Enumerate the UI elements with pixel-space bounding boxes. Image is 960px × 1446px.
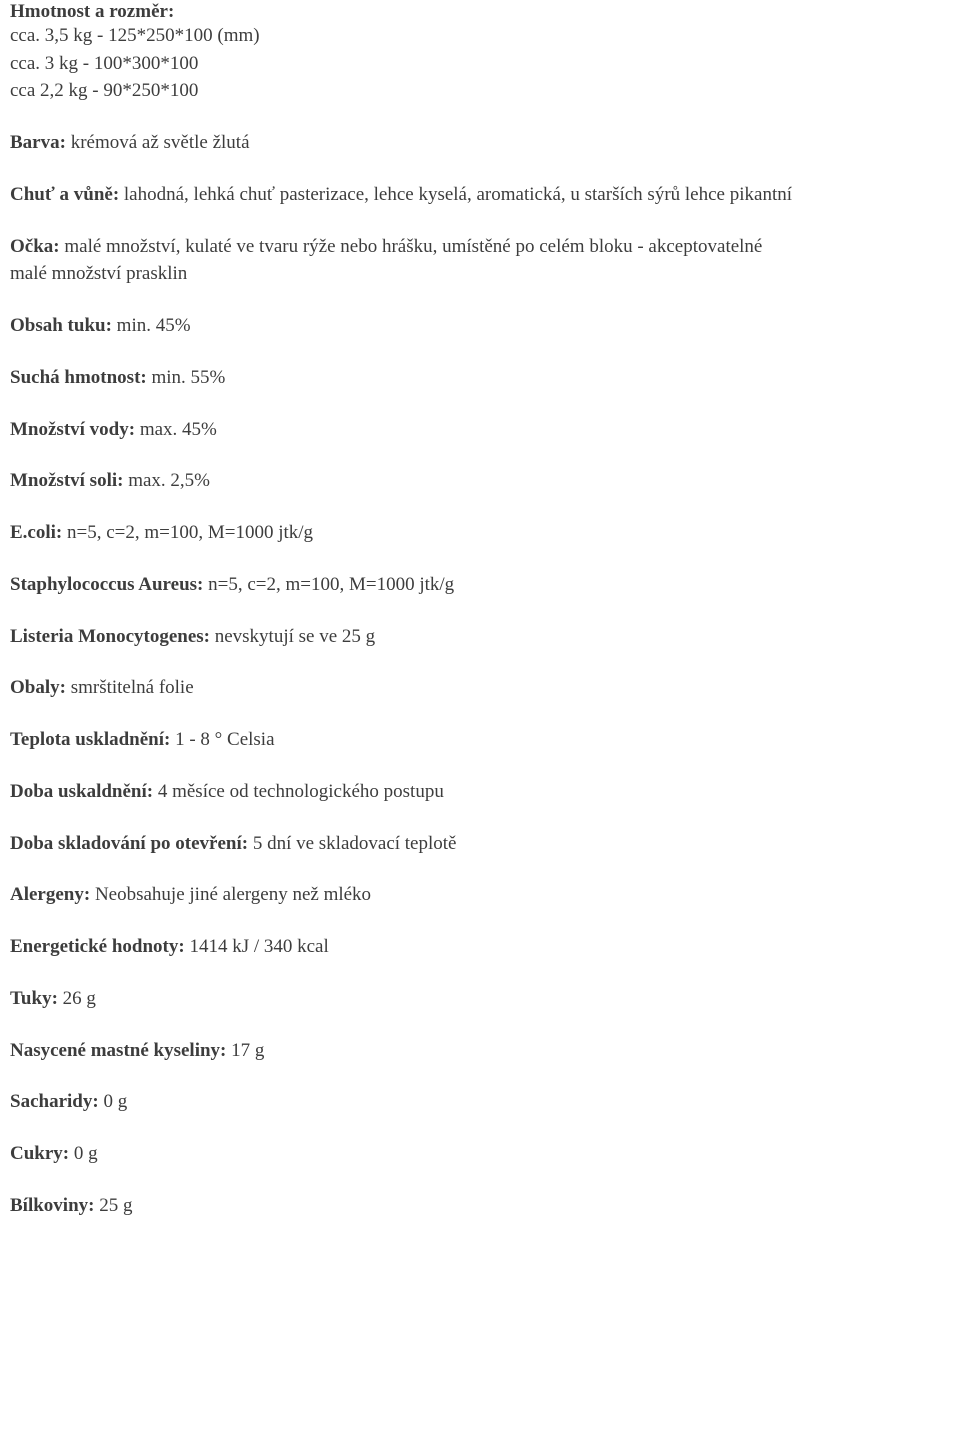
fat-row: Obsah tuku: min. 45% xyxy=(10,314,950,338)
storage-time-value: 4 měsíce od technologického postupu xyxy=(153,781,444,802)
storage-time-label: Doba uskaldnění: xyxy=(10,781,153,802)
sat-fat-value: 17 g xyxy=(226,1040,264,1061)
sugars-row: Cukry: 0 g xyxy=(10,1142,950,1166)
after-open-value: 5 dní ve skladovací teplotě xyxy=(248,833,456,854)
eyes-value-2: malé množství prasklin xyxy=(10,262,950,286)
fats-value: 26 g xyxy=(58,988,96,1009)
ecoli-row: E.coli: n=5, c=2, m=100, M=1000 jtk/g xyxy=(10,521,950,545)
water-row: Množství vody: max. 45% xyxy=(10,418,950,442)
sat-fat-row: Nasycené mastné kyseliny: 17 g xyxy=(10,1039,950,1063)
dry-value: min. 55% xyxy=(147,367,226,388)
eyes-label: Očka: xyxy=(10,236,60,257)
storage-time-row: Doba uskaldnění: 4 měsíce od technologic… xyxy=(10,780,950,804)
color-row: Barva: krémová až světle žlutá xyxy=(10,131,950,155)
color-label: Barva: xyxy=(10,132,66,153)
salt-label: Množství soli: xyxy=(10,470,123,491)
after-open-label: Doba skladování po otevření: xyxy=(10,833,248,854)
carbs-row: Sacharidy: 0 g xyxy=(10,1090,950,1114)
eyes-row: Očka: malé množství, kulaté ve tvaru rýž… xyxy=(10,235,950,287)
dry-row: Suchá hmotnost: min. 55% xyxy=(10,366,950,390)
storage-temp-label: Teplota uskladnění: xyxy=(10,729,170,750)
storage-temp-value: 1 - 8 ° Celsia xyxy=(170,729,274,750)
dry-label: Suchá hmotnost: xyxy=(10,367,147,388)
allergens-label: Alergeny: xyxy=(10,884,90,905)
taste-value: lahodná, lehká chuť pasterizace, lehce k… xyxy=(119,184,792,205)
ecoli-label: E.coli: xyxy=(10,522,62,543)
salt-row: Množství soli: max. 2,5% xyxy=(10,469,950,493)
weight-dimensions-line-3: cca 2,2 kg - 90*250*100 xyxy=(10,79,950,103)
energy-label: Energetické hodnoty: xyxy=(10,936,185,957)
fat-label: Obsah tuku: xyxy=(10,315,112,336)
staph-value: n=5, c=2, m=100, M=1000 jtk/g xyxy=(203,574,454,595)
protein-value: 25 g xyxy=(94,1195,132,1216)
after-open-row: Doba skladování po otevření: 5 dní ve sk… xyxy=(10,832,950,856)
weight-dimensions-title: Hmotnost a rozměr: xyxy=(10,0,950,24)
listeria-value: nevskytují se ve 25 g xyxy=(210,626,375,647)
packaging-value: smrštitelná folie xyxy=(66,677,194,698)
carbs-value: 0 g xyxy=(99,1091,128,1112)
weight-dimensions-block: Hmotnost a rozměr: cca. 3,5 kg - 125*250… xyxy=(10,0,950,103)
weight-dimensions-line-2: cca. 3 kg - 100*300*100 xyxy=(10,52,950,76)
fat-value: min. 45% xyxy=(112,315,191,336)
protein-row: Bílkoviny: 25 g xyxy=(10,1194,950,1218)
fats-label: Tuky: xyxy=(10,988,58,1009)
allergens-row: Alergeny: Neobsahuje jiné alergeny než m… xyxy=(10,883,950,907)
eyes-value-1: malé množství, kulaté ve tvaru rýže nebo… xyxy=(60,236,763,257)
water-value: max. 45% xyxy=(135,419,217,440)
ecoli-value: n=5, c=2, m=100, M=1000 jtk/g xyxy=(62,522,313,543)
protein-label: Bílkoviny: xyxy=(10,1195,94,1216)
fats-row: Tuky: 26 g xyxy=(10,987,950,1011)
storage-temp-row: Teplota uskladnění: 1 - 8 ° Celsia xyxy=(10,728,950,752)
color-value: krémová až světle žlutá xyxy=(66,132,250,153)
listeria-label: Listeria Monocytogenes: xyxy=(10,626,210,647)
listeria-row: Listeria Monocytogenes: nevskytují se ve… xyxy=(10,625,950,649)
sugars-value: 0 g xyxy=(69,1143,98,1164)
sat-fat-label: Nasycené mastné kyseliny: xyxy=(10,1040,226,1061)
sugars-label: Cukry: xyxy=(10,1143,69,1164)
taste-label: Chuť a vůně: xyxy=(10,184,119,205)
packaging-label: Obaly: xyxy=(10,677,66,698)
energy-value: 1414 kJ / 340 kcal xyxy=(185,936,329,957)
allergens-value: Neobsahuje jiné alergeny než mléko xyxy=(90,884,371,905)
water-label: Množství vody: xyxy=(10,419,135,440)
carbs-label: Sacharidy: xyxy=(10,1091,99,1112)
taste-row: Chuť a vůně: lahodná, lehká chuť pasteri… xyxy=(10,183,950,207)
staph-label: Staphylococcus Aureus: xyxy=(10,574,203,595)
energy-row: Energetické hodnoty: 1414 kJ / 340 kcal xyxy=(10,935,950,959)
salt-value: max. 2,5% xyxy=(123,470,210,491)
weight-dimensions-line-1: cca. 3,5 kg - 125*250*100 (mm) xyxy=(10,24,950,48)
staph-row: Staphylococcus Aureus: n=5, c=2, m=100, … xyxy=(10,573,950,597)
packaging-row: Obaly: smrštitelná folie xyxy=(10,676,950,700)
